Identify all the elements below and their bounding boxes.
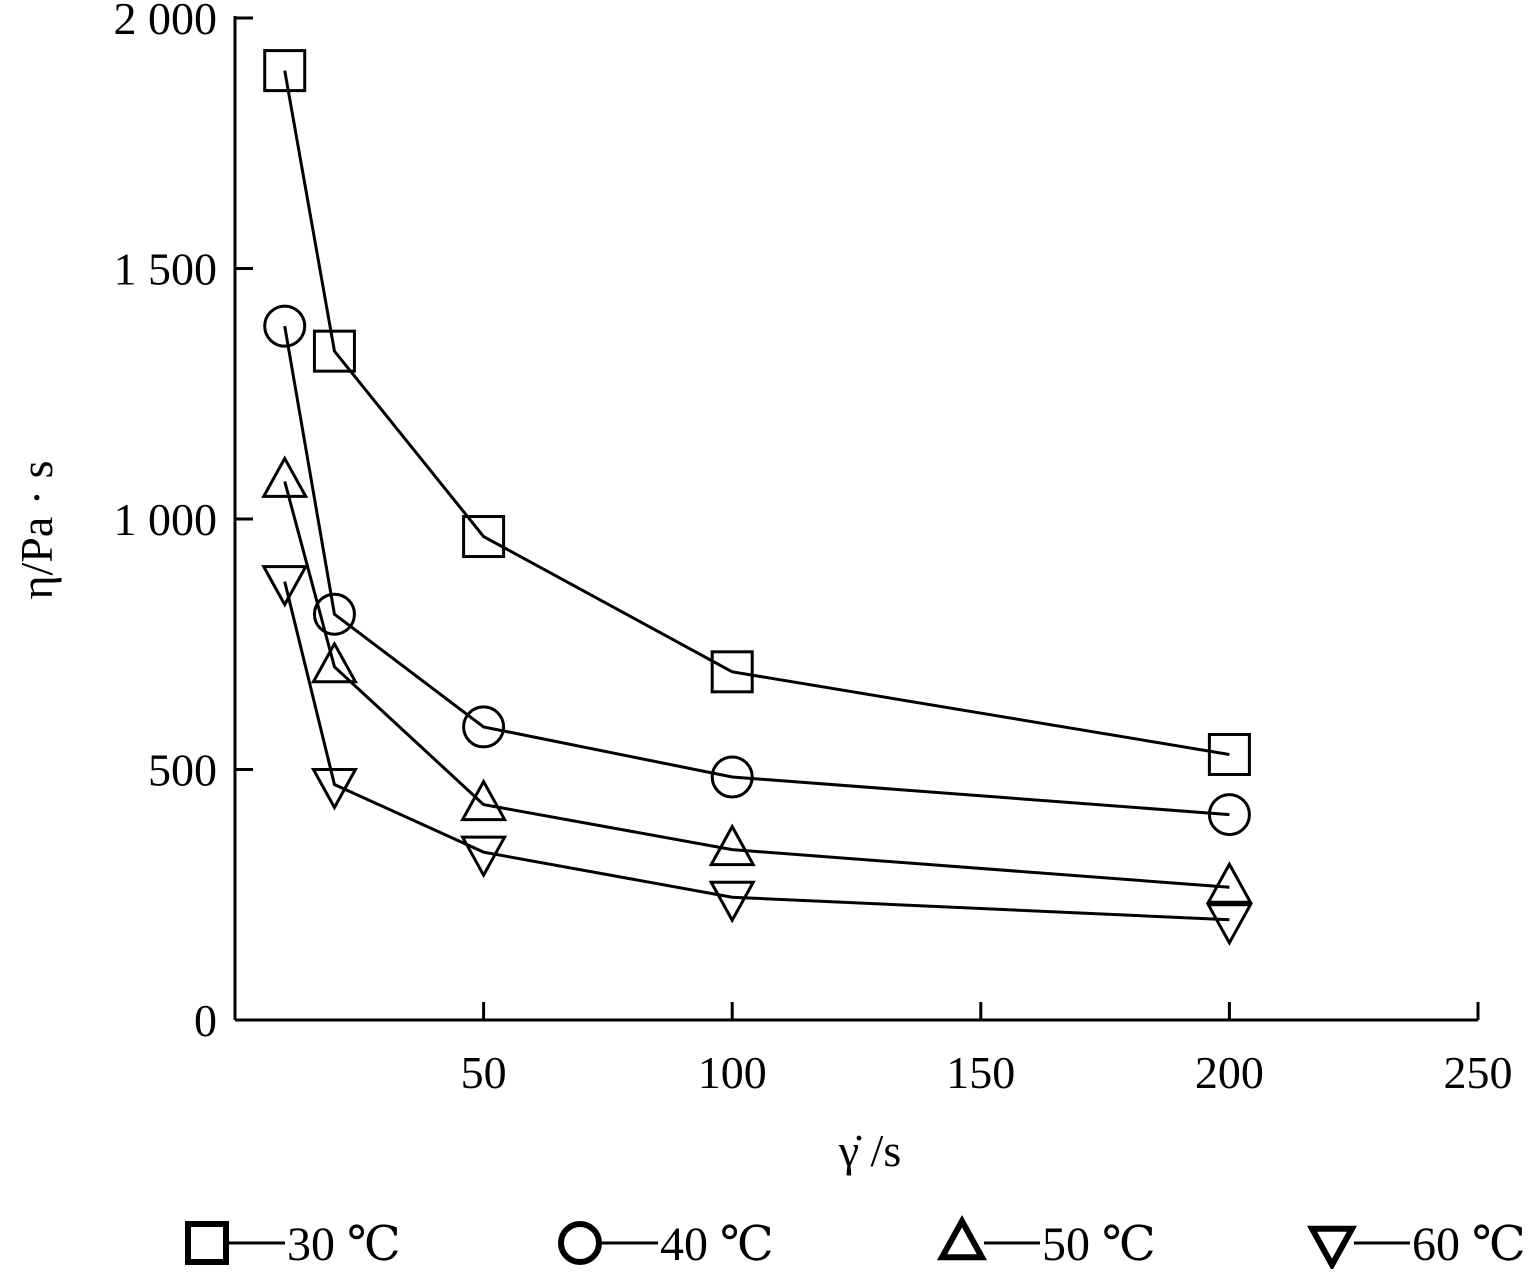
legend: 30 ℃ 40 ℃ 50 ℃ 60 ℃ [185, 1214, 1526, 1272]
y-tick-label: 0 [194, 995, 217, 1046]
legend-marker [1306, 1225, 1358, 1272]
data-point [312, 329, 356, 373]
y-tick-label: 1 000 [114, 494, 218, 545]
series-4 [261, 565, 1253, 946]
data-point [261, 455, 309, 498]
series-2 [263, 304, 1251, 837]
data-point [462, 705, 506, 749]
data-point [263, 49, 307, 93]
x-tick-label: 100 [698, 1047, 767, 1098]
legend-item: 40 ℃ [558, 1218, 774, 1271]
legend-label: 50 ℃ [1042, 1218, 1156, 1269]
legend-marker [185, 1221, 229, 1265]
x-axis-label: γ̇ /s [838, 1125, 902, 1176]
axes: 0 500 1 000 1 500 2 000 50 100 150 200 250 [114, 0, 1513, 1098]
data-point [1205, 861, 1253, 904]
legend-item: 30 ℃ [185, 1218, 401, 1271]
series-line [283, 481, 1230, 889]
legend-label: 40 ℃ [660, 1218, 774, 1269]
y-tick-label: 1 500 [114, 244, 218, 295]
data-point [312, 592, 356, 636]
data-point [710, 650, 754, 694]
series-3 [261, 455, 1253, 904]
series-1 [263, 49, 1251, 776]
data-point [261, 565, 309, 608]
series-layer [261, 49, 1253, 946]
y-axis-label: η/Pa · s [11, 460, 62, 599]
data-point [310, 768, 358, 811]
x-tick-label: 250 [1444, 1047, 1513, 1098]
legend-marker [936, 1214, 988, 1261]
series-line [283, 581, 1230, 922]
data-point [708, 880, 756, 924]
legend-label: 60 ℃ [1412, 1218, 1526, 1269]
data-point [1207, 793, 1251, 837]
legend-item: 50 ℃ [936, 1214, 1156, 1271]
legend-item: 60 ℃ [1306, 1218, 1526, 1272]
series-line [283, 70, 1230, 756]
data-point [710, 755, 754, 799]
data-point [1207, 732, 1251, 776]
x-tick-label: 150 [946, 1047, 1015, 1098]
data-point [460, 835, 508, 879]
x-tick-label: 50 [461, 1047, 507, 1098]
x-tick-label: 200 [1195, 1047, 1264, 1098]
legend-marker [558, 1221, 602, 1265]
data-point [462, 515, 506, 559]
series-line [283, 325, 1230, 817]
y-tick-label: 500 [148, 745, 217, 796]
legend-label: 30 ℃ [287, 1218, 401, 1269]
data-point [310, 640, 358, 684]
data-point [1205, 903, 1253, 946]
data-point [460, 778, 508, 822]
data-point [708, 823, 756, 867]
data-point [263, 304, 307, 348]
y-tick-label: 2 000 [114, 0, 218, 44]
